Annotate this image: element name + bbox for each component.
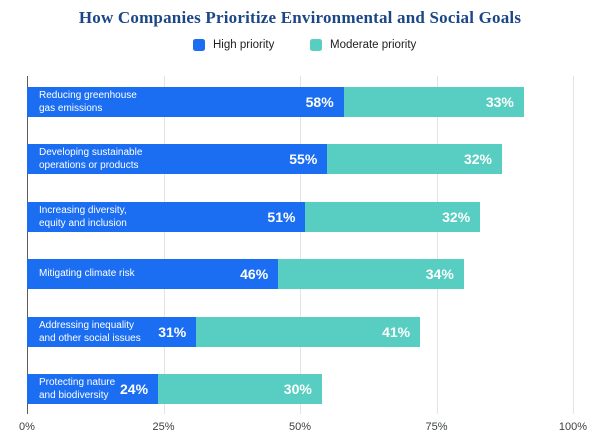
bar-row: Reducing greenhouse gas emissions 58% 33% — [27, 87, 573, 117]
legend-label-high-priority: High priority — [213, 39, 275, 51]
legend-item-moderate-priority: Moderate priority — [310, 39, 416, 51]
bar-value-label-moderate: 33% — [485, 94, 514, 110]
bar-value-label-moderate: 30% — [283, 381, 312, 397]
bar-value-label-high: 58% — [305, 94, 334, 110]
bar-segment-moderate-priority: 32% — [305, 202, 481, 232]
bar-category-label: Increasing diversity, equity and inclusi… — [39, 204, 127, 229]
x-axis-tick-label: 100% — [558, 421, 588, 433]
bar-value-label-moderate: 41% — [382, 324, 411, 340]
bar-row: Addressing inequality and other social i… — [27, 317, 573, 347]
bar-category-label: Reducing greenhouse gas emissions — [39, 89, 137, 114]
x-axis-tick-label: 0% — [19, 421, 35, 433]
chart-title: How Companies Prioritize Environmental a… — [78, 8, 522, 27]
bar-value-label-high: 31% — [158, 324, 187, 340]
bar-value-label-high: 24% — [120, 381, 149, 397]
bar-value-label-high: 55% — [289, 151, 318, 167]
legend-label-moderate-priority: Moderate priority — [330, 39, 417, 51]
legend-swatch-high-priority-icon — [193, 39, 205, 51]
bar-segment-high-priority: Protecting nature and biodiversity 24% — [27, 374, 159, 404]
gridline — [300, 76, 301, 414]
x-axis: 0% 25% 50% 75% 100% — [19, 421, 587, 437]
bar-row: Mitigating climate risk 46% 34% — [27, 259, 573, 289]
bar-segment-high-priority: Mitigating climate risk 46% — [27, 259, 279, 289]
bar-category-label: Mitigating climate risk — [39, 268, 135, 280]
legend-swatch-moderate-priority-icon — [310, 39, 322, 51]
bar-segment-moderate-priority: 32% — [327, 144, 503, 174]
legend-item-high-priority: High priority — [193, 39, 274, 51]
bar-segment-high-priority: Increasing diversity, equity and inclusi… — [27, 202, 306, 232]
y-axis-line — [27, 76, 28, 414]
legend: High priority Moderate priority — [0, 39, 600, 55]
bar-segment-moderate-priority: 34% — [278, 259, 464, 289]
x-axis-tick-label: 50% — [288, 421, 312, 433]
bar-value-label-moderate: 34% — [425, 266, 454, 282]
bar-row: Developing sustainable operations or pro… — [27, 144, 573, 174]
bar-segment-high-priority: Reducing greenhouse gas emissions 58% — [27, 87, 344, 117]
bar-value-label-high: 51% — [267, 209, 296, 225]
bar-category-label: Addressing inequality and other social i… — [39, 319, 141, 344]
bar-value-label-moderate: 32% — [442, 209, 471, 225]
bar-segment-high-priority: Addressing inequality and other social i… — [27, 317, 197, 347]
gridline — [573, 76, 574, 414]
x-axis-tick-label: 75% — [425, 421, 448, 433]
bar-segment-moderate-priority: 41% — [196, 317, 421, 347]
bar-value-label-moderate: 32% — [463, 151, 493, 167]
gridline — [436, 76, 438, 414]
bar-row: Protecting nature and biodiversity 24% 30% — [27, 374, 573, 404]
bar-row: Increasing diversity, equity and inclusi… — [27, 202, 573, 232]
plot-area: Reducing greenhouse gas emissions 58% 33% D… — [27, 76, 574, 414]
x-axis-tick-label: 25% — [152, 421, 175, 433]
bar-value-label-high: 46% — [240, 266, 269, 282]
bar-category-label: Developing sustainable operations or pro… — [39, 146, 143, 171]
bar-segment-moderate-priority: 33% — [343, 87, 524, 117]
bar-segment-high-priority: Developing sustainable operations or pro… — [27, 144, 328, 174]
gridline — [163, 76, 165, 414]
bar-segment-moderate-priority: 30% — [158, 374, 322, 404]
bar-category-label: Protecting nature and biodiversity — [39, 376, 116, 401]
